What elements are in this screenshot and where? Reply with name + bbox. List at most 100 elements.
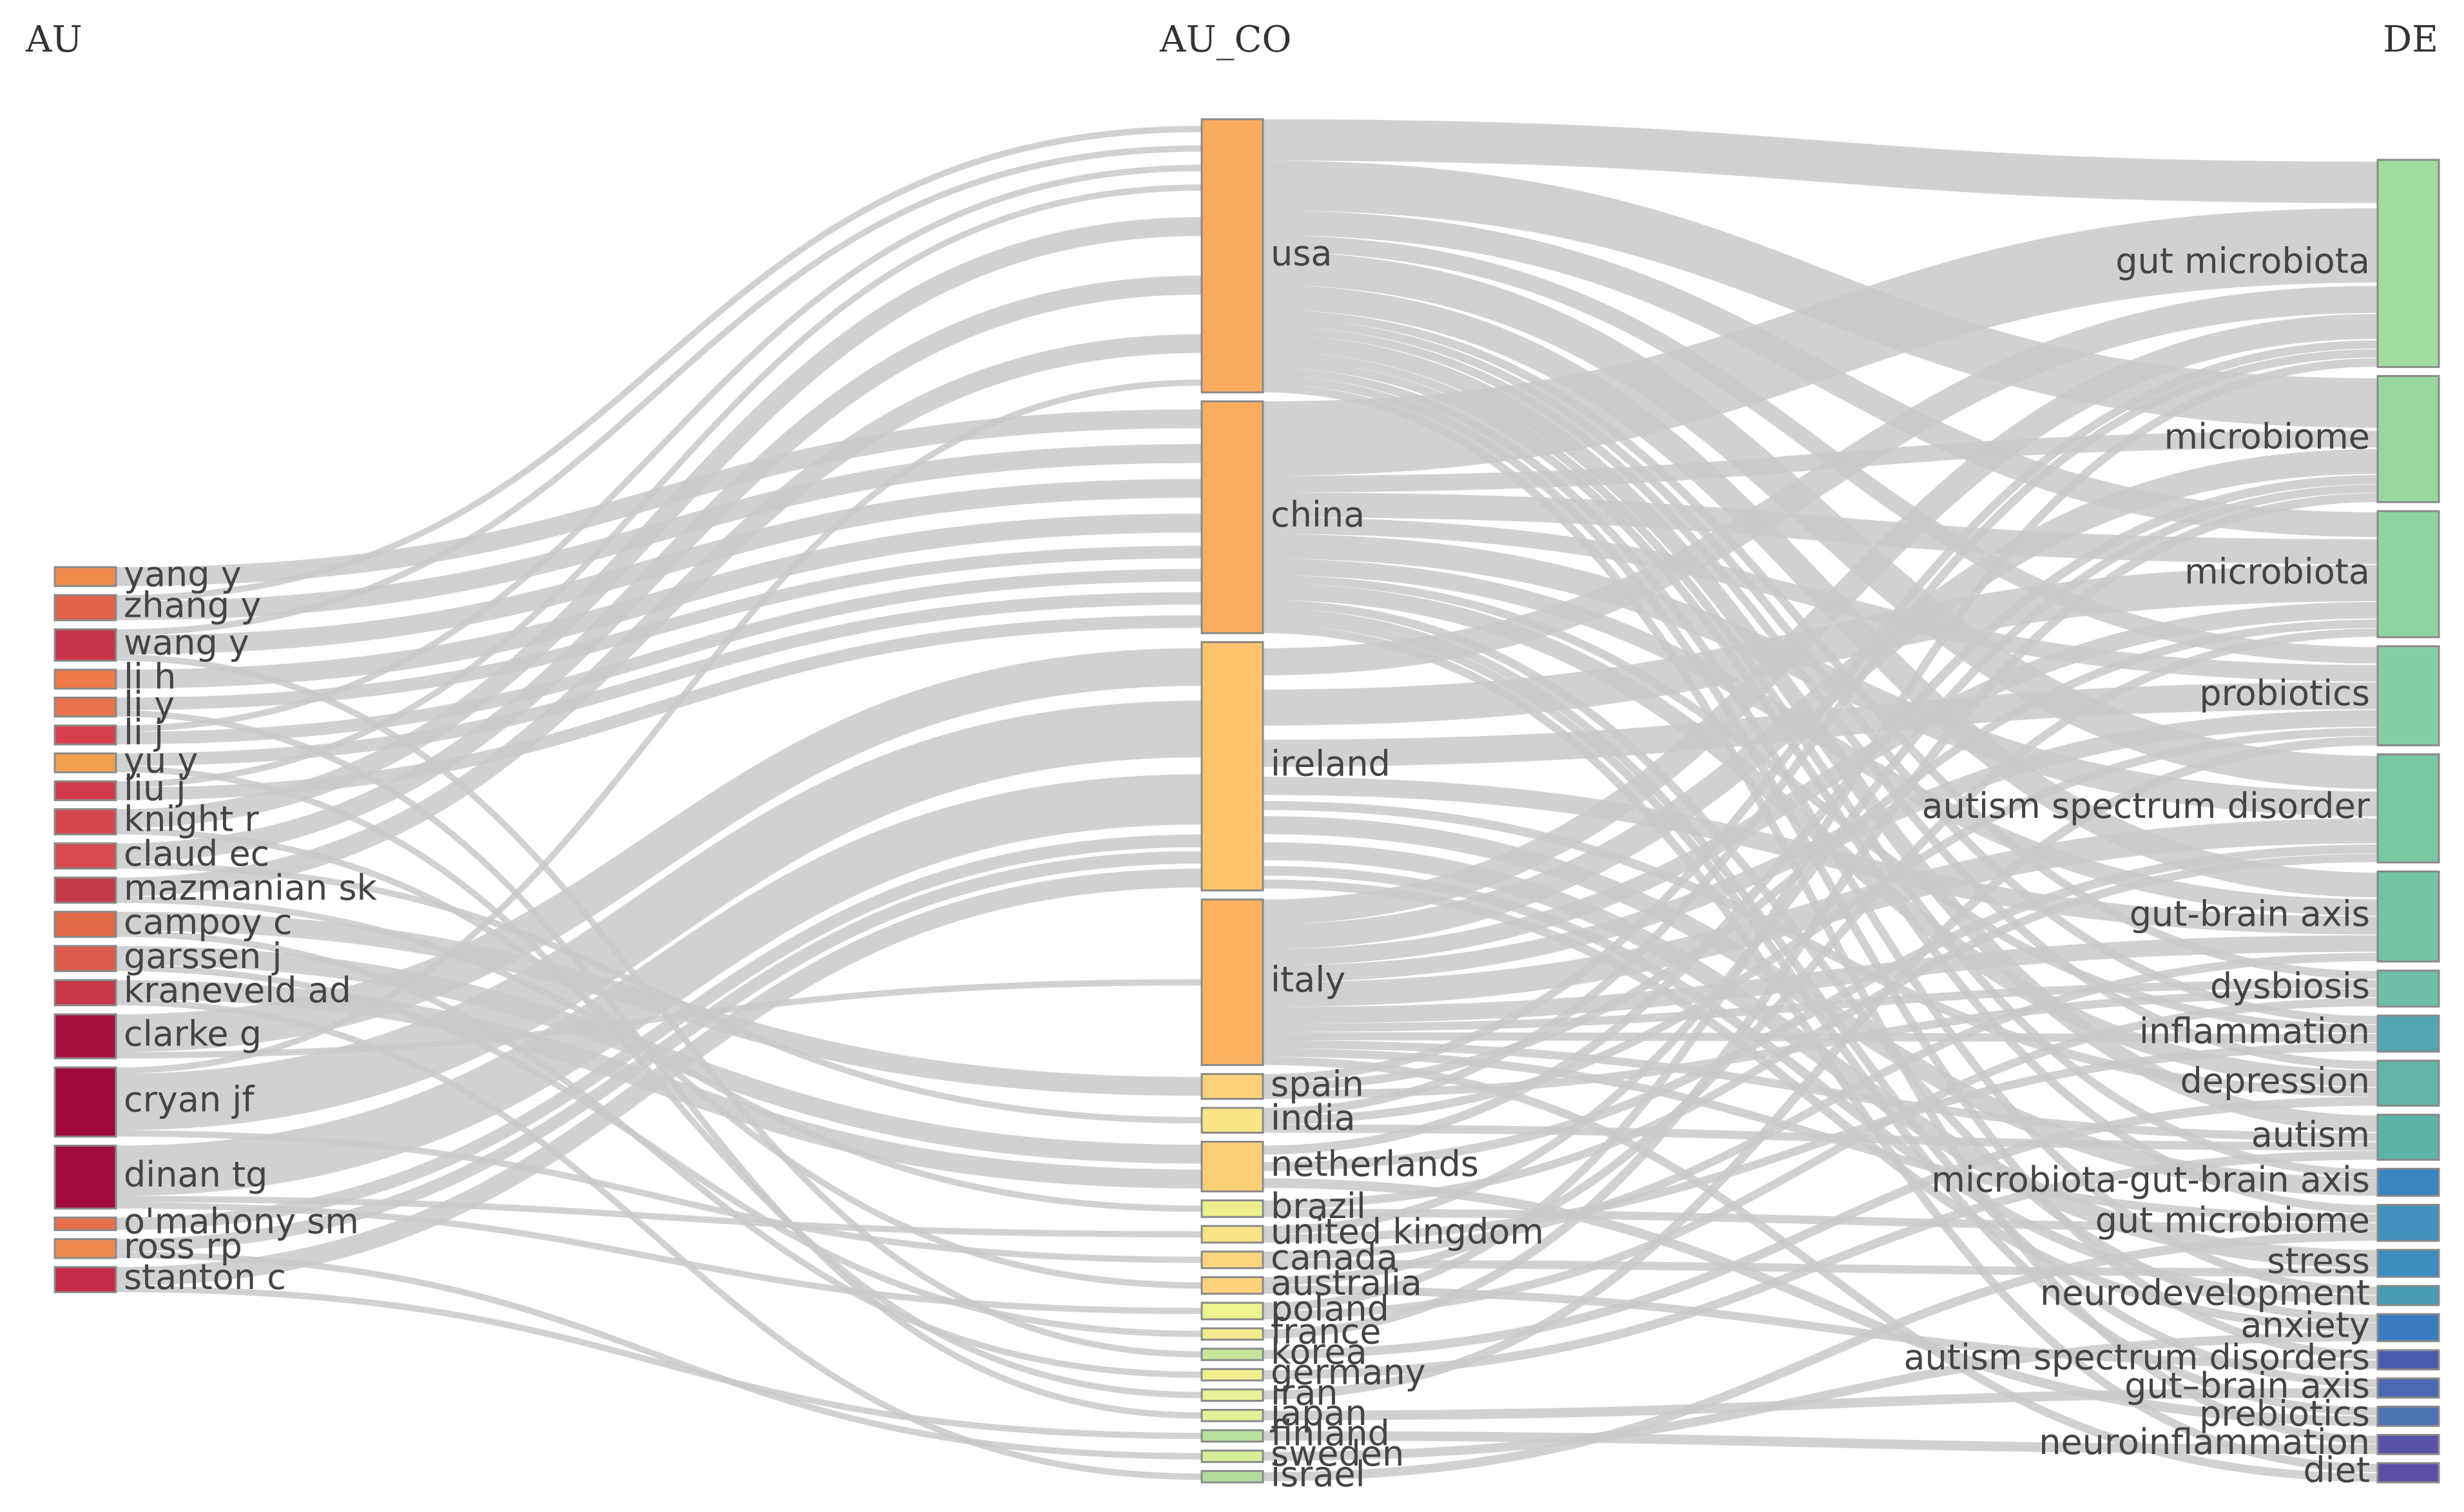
link-poland-to-dysbiosis: [1262, 998, 2378, 1319]
node-rect: [1200, 1388, 1264, 1402]
link-knight-r-to-usa: [115, 217, 1202, 828]
node-ireland: ireland: [1200, 641, 1391, 892]
node-knight-r: knight r: [53, 799, 259, 840]
node-garssen-j: garssen j: [53, 936, 282, 976]
node-rect: [1200, 1225, 1264, 1244]
node-rect: [1200, 898, 1264, 1066]
link-stanton-c-to-ireland: [115, 868, 1202, 1286]
node-poland: poland: [1200, 1288, 1389, 1329]
link-france-to-microbiome: [1262, 493, 2378, 1339]
node-label: neuroinflammation: [2039, 1422, 2370, 1462]
node-rect: [53, 842, 117, 870]
node-rect: [1200, 1368, 1264, 1382]
node-korea: korea: [1200, 1332, 1367, 1372]
node-label: li h: [124, 656, 176, 697]
node-rect: [2376, 1203, 2440, 1242]
node-campoy-c: campoy c: [53, 902, 293, 942]
node-liu-j: liu j: [53, 768, 186, 809]
node-rect: [53, 1216, 117, 1232]
node-rect: [2376, 1248, 2440, 1278]
node-rect: [53, 566, 117, 587]
link-poland-to-gut-microbiota: [1262, 358, 2378, 1312]
node-yang-y: yang y: [53, 554, 242, 594]
link-spain-to-dysbiosis: [1262, 989, 2378, 1099]
node-depression: depression: [2180, 1060, 2440, 1107]
node-stanton-c: stanton c: [53, 1257, 286, 1297]
node-rect: [1200, 118, 1264, 394]
link-mazmanian-sk-to-usa: [115, 334, 1202, 897]
link-italy-to-probiotics: [1262, 710, 2378, 983]
link-china-to-gut-microbiota: [1262, 208, 2378, 476]
node-label: clarke g: [124, 1014, 262, 1054]
node-autism-spectrum-disorder: autism spectrum disorder: [1922, 753, 2440, 864]
node-label: sweden: [1271, 1433, 1404, 1474]
link-italy-to-gut-microbiota: [1262, 314, 2378, 925]
node-rect: [2376, 645, 2440, 746]
node-rect: [2376, 1406, 2440, 1427]
node-label: japan: [1270, 1393, 1367, 1433]
node-rect: [1200, 1199, 1264, 1218]
node-label: mazmanian sk: [124, 867, 378, 908]
link-italy-to-microbiota: [1262, 601, 2378, 966]
node-rect: [1200, 1408, 1264, 1422]
link-clarke-g-to-ireland: [115, 648, 1202, 1052]
node-label: neurodevelopment: [2040, 1273, 2370, 1313]
node-label: netherlands: [1271, 1144, 1479, 1185]
node-rect: [2376, 753, 2440, 864]
node-yu-y: yu y: [53, 740, 198, 780]
link-iran-to-probiotics: [1262, 736, 2378, 1400]
link-claud-ec-to-usa: [115, 275, 1202, 862]
link-zhang-y-to-usa: [115, 126, 1202, 602]
node-japan: japan: [1200, 1393, 1367, 1433]
link-sweden-to-anxiety: [1262, 1332, 2378, 1461]
link-li-h-to-china: [115, 513, 1202, 689]
node-label: prebiotics: [2199, 1393, 2370, 1434]
link-brazil-to-gut-microbiome: [1262, 1208, 2378, 1232]
link-india-to-gut-microbiota: [1262, 349, 2378, 1116]
node-rect: [53, 780, 117, 802]
node-sweden: sweden: [1200, 1433, 1404, 1474]
link-netherlands-to-microbiome: [1262, 475, 2378, 1155]
node-rect: [1200, 1107, 1264, 1134]
node-label: depression: [2180, 1060, 2370, 1101]
node-rect: [1200, 641, 1264, 892]
node-label: microbiome: [2164, 416, 2371, 457]
node-rect: [2376, 1462, 2440, 1484]
node-rect: [1200, 1469, 1264, 1484]
node-label: gut microbiota: [2115, 240, 2370, 281]
link-italy-to-autism: [1262, 1040, 2378, 1141]
node-italy: italy: [1200, 898, 1345, 1066]
node-label: korea: [1271, 1332, 1367, 1372]
node-gut-microbiota: gut microbiota: [2115, 159, 2440, 368]
node-rect: [53, 945, 117, 973]
link-usa-to-gut-microbiota: [1262, 119, 2378, 204]
node-label: microbiota: [2184, 552, 2370, 592]
node-rect: [2376, 870, 2440, 963]
node-rect: [53, 696, 117, 718]
node-label: probiotics: [2199, 673, 2370, 713]
link-japan-to-gut-brain-axis-2: [1262, 1388, 2378, 1420]
node-label: microbiota-gut-brain axis: [1931, 1159, 2370, 1200]
node-usa: usa: [1200, 118, 1332, 394]
node-label: ross rp: [124, 1226, 242, 1266]
node-label: anxiety: [2240, 1305, 2370, 1346]
node-label: spain: [1271, 1063, 1364, 1104]
node-label: kraneveld ad: [124, 970, 351, 1011]
node-label: o'mahony sm: [124, 1201, 359, 1242]
node-rect: [1200, 1449, 1264, 1463]
node-finland: finland: [1200, 1413, 1390, 1454]
node-label: stanton c: [124, 1257, 286, 1297]
node-rect: [1200, 1348, 1264, 1361]
node-cryan-jf: cryan jf: [53, 1066, 255, 1138]
node-label: cryan jf: [124, 1079, 255, 1119]
node-anxiety: anxiety: [2240, 1305, 2440, 1346]
node-label: yu y: [124, 740, 198, 780]
node-israel: israel: [1200, 1454, 1365, 1495]
node-label: zhang y: [124, 585, 261, 625]
link-united-kingdom-to-inflammation: [1262, 1043, 2378, 1243]
node-gut-brain-axis: gut-brain axis: [2130, 870, 2440, 963]
node-rect: [53, 877, 117, 904]
link-china-to-microbiome: [1262, 431, 2378, 493]
